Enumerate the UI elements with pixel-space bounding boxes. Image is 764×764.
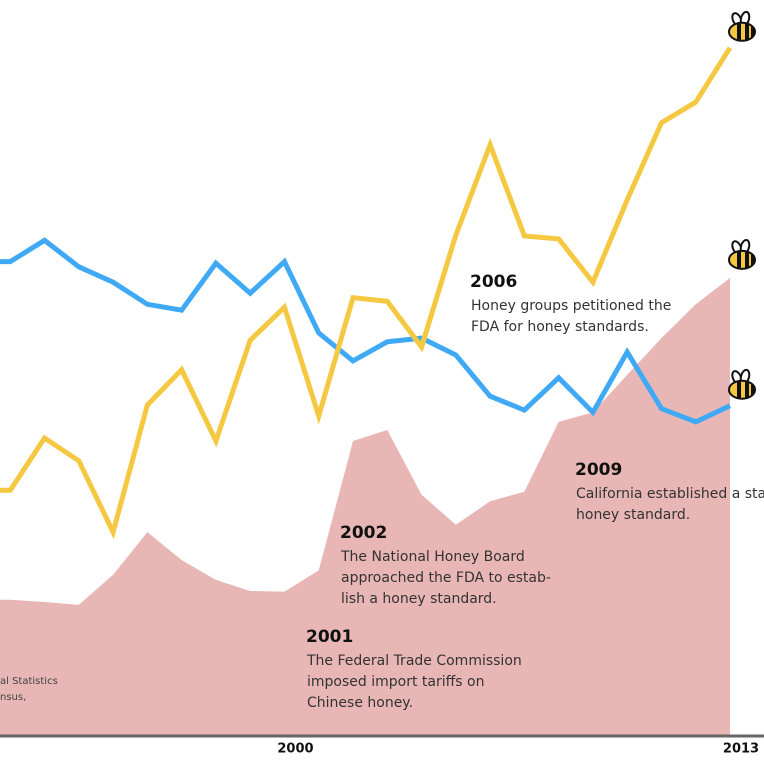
annotation-title: 2001 (306, 627, 353, 647)
bee-head (751, 24, 755, 39)
source-text: nsus, (0, 692, 26, 703)
annotation-title: 2009 (575, 460, 622, 480)
annotation-title: 2002 (340, 523, 387, 543)
line (0, 46, 733, 540)
x-tick-label: 2013 (723, 742, 759, 757)
bee-stripe (745, 23, 749, 40)
x-tick-label: 2000 (277, 742, 313, 757)
bee-stripe (745, 251, 749, 268)
bee-icon (728, 238, 756, 270)
bee-stripe (737, 381, 741, 398)
annotation-text: Honey groups petitioned the (471, 298, 671, 314)
bee-icon (728, 368, 756, 400)
bee-head (751, 252, 755, 267)
annotation-text: The National Honey Board (340, 549, 525, 565)
line (0, 237, 732, 425)
bee-icons (728, 10, 756, 400)
bee-stripe (745, 381, 749, 398)
annotation-text: approached the FDA to estab- (341, 570, 551, 586)
bee-head (751, 382, 755, 397)
area (0, 277, 730, 735)
labels: 2000 2013 2006 Honey groups petitioned the F… (0, 272, 764, 757)
annotation-text: lish a honey standard. (341, 591, 497, 607)
annotation-text: honey standard. (576, 507, 690, 523)
plot (0, 46, 764, 738)
annotation-text: Chinese honey. (307, 695, 413, 711)
bee-stripe (737, 251, 741, 268)
annotation-text: The Federal Trade Commission (306, 653, 522, 669)
bee-icon (728, 10, 756, 42)
annotation-text: California established a sta (576, 486, 764, 502)
annotation-text: imposed import tariffs on (307, 674, 484, 690)
source-text: al Statistics (0, 676, 58, 687)
annotation-text: FDA for honey standards. (471, 319, 649, 335)
bee-stripe (737, 23, 741, 40)
annotation-title: 2006 (470, 272, 517, 292)
